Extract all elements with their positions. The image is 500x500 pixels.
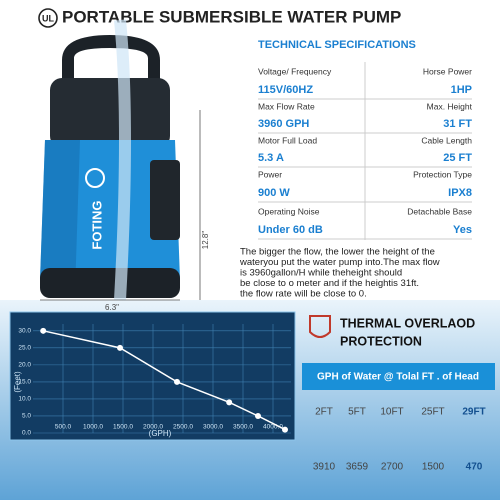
table-cell: 470 xyxy=(466,462,483,473)
thermal-text: THERMAL OVERLAOD xyxy=(340,316,475,330)
spec-label: Operating Noise xyxy=(258,206,320,216)
table-cell: 5FT xyxy=(348,407,366,418)
spec-value: 25 FT xyxy=(443,152,472,164)
spec-value: 900 W xyxy=(258,187,290,199)
point xyxy=(117,344,123,351)
ul-logo: UL xyxy=(42,13,54,23)
note-line: The bigger the flow, the lower the heigh… xyxy=(240,247,435,258)
ul-circle xyxy=(38,8,58,28)
note-line: is 3960gallon/H while theheight should xyxy=(240,268,402,279)
spec-label: Horse Power xyxy=(423,66,472,76)
note-line: the flow rate will be close to 0. xyxy=(240,289,367,300)
table-cell: 3910 xyxy=(313,462,336,473)
dim-height: 12.8" xyxy=(201,231,210,250)
table-header-bg xyxy=(302,363,495,390)
spec-label: Cable Length xyxy=(421,135,472,145)
spec-value: 3960 GPH xyxy=(258,118,309,130)
table-cell: 25FT xyxy=(421,407,444,418)
spec-value: Under 60 dB xyxy=(258,224,323,236)
point xyxy=(226,399,233,406)
chart-panel xyxy=(9,311,296,441)
pump xyxy=(40,19,180,301)
point xyxy=(255,412,261,419)
table-cell: 1500 xyxy=(422,462,445,473)
table-cell: 29FT xyxy=(462,407,485,418)
y-tick-label: 5.0 xyxy=(22,413,31,420)
x-tick-label: 2000.0 xyxy=(143,424,163,431)
x-tick-label: 3500.0 xyxy=(233,424,253,431)
x-tick-label: 2500.0 xyxy=(173,424,193,431)
x-tick-label: 1500.0 xyxy=(113,424,133,431)
x-tick-label: 3000.0 xyxy=(203,424,223,431)
spec-value: 115V/60HZ xyxy=(258,84,313,96)
x-axis-label: (GPH) xyxy=(149,429,172,438)
spec-value: 1HP xyxy=(451,84,472,96)
table-header: GPH of Water @ Tolal FT . of Head xyxy=(317,372,479,383)
y-tick-label: 0.0 xyxy=(22,430,31,437)
spec-label: Protection Type xyxy=(413,169,472,179)
spec-heading: TECHNICAL SPECIFICATIONS xyxy=(258,39,416,51)
spec-value: 5.3 A xyxy=(258,152,284,164)
spec-label: Voltage/ Frequency xyxy=(258,66,332,76)
spec-value: 31 FT xyxy=(443,118,472,130)
brand: FOTING xyxy=(89,200,104,249)
note-line: be close to o meter and if the heightis … xyxy=(240,278,419,289)
y-tick-label: 15.0 xyxy=(18,379,31,386)
y-tick-label: 20.0 xyxy=(18,362,31,369)
spec-value: Yes xyxy=(453,224,472,236)
x-tick-label: 1000.0 xyxy=(83,424,103,431)
table-cell: 2FT xyxy=(315,407,333,418)
spec-value: IPX8 xyxy=(448,187,472,199)
point xyxy=(40,327,47,334)
point xyxy=(282,426,288,433)
title: PORTABLE SUBMERSIBLE WATER PUMP xyxy=(62,7,401,26)
spec-label: Max Flow Rate xyxy=(258,101,315,111)
spec-label: Max. Height xyxy=(427,101,473,111)
y-tick-label: 25.0 xyxy=(18,345,31,352)
y-axis-label: (Feet) xyxy=(13,371,22,393)
spec-label: Power xyxy=(258,169,282,179)
line xyxy=(43,330,286,431)
table-cell: 10FT xyxy=(380,407,403,418)
thermal-icon xyxy=(309,315,331,338)
x-tick-label: 500.0 xyxy=(55,424,72,431)
x-tick-label: 4000.0 xyxy=(263,424,283,431)
table-cell: 2700 xyxy=(381,462,404,473)
table-cell: 3659 xyxy=(346,462,369,473)
dim-width: 6.3" xyxy=(105,303,119,312)
note-line: wateryou put the water pump into.The max… xyxy=(239,257,440,268)
spec-label: Motor Full Load xyxy=(258,135,317,145)
point xyxy=(174,378,180,385)
y-tick-label: 10.0 xyxy=(18,396,31,403)
spec-label: Detachable Base xyxy=(407,206,472,216)
y-tick-label: 30.0 xyxy=(18,328,31,335)
thermal-text: PROTECTION xyxy=(340,334,422,348)
